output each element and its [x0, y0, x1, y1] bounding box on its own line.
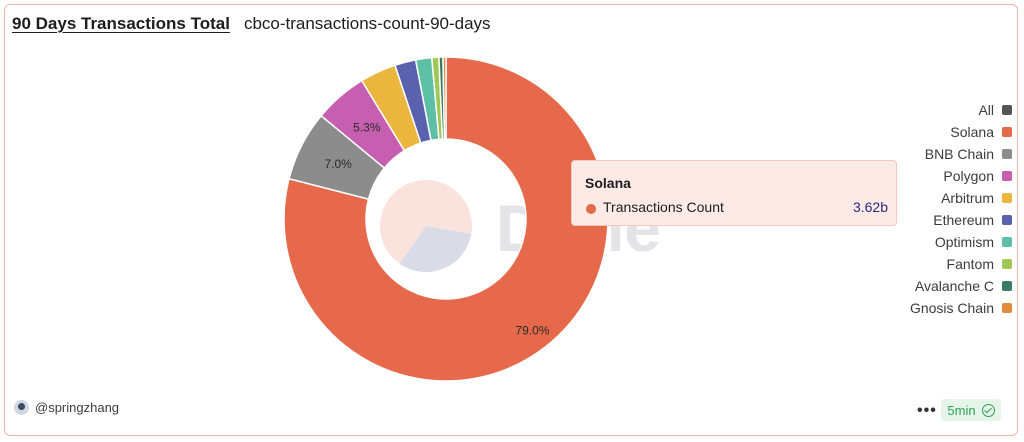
legend-swatch	[1002, 127, 1012, 137]
refresh-badge[interactable]: 5min	[941, 399, 1001, 421]
legend-label: Arbitrum	[941, 190, 994, 206]
legend-item[interactable]: Fantom	[910, 253, 1012, 275]
legend-item[interactable]: Avalanche C	[910, 275, 1012, 297]
author-name: @springzhang	[35, 400, 120, 415]
author-link[interactable]: @springzhang	[14, 400, 119, 415]
tooltip-series-value: 3.62b	[852, 199, 888, 215]
chart-legend: All Solana BNB Chain Polygon Arbitrum Ethereu…	[910, 99, 1012, 319]
check-circle-icon	[981, 403, 995, 417]
legend-item[interactable]: Arbitrum	[910, 187, 1012, 209]
legend-item[interactable]: Optimism	[910, 231, 1012, 253]
legend-swatch	[1002, 259, 1012, 269]
pie-slice-gnosis-chain[interactable]	[442, 56, 447, 140]
chart-header: 90 Days Transactions Total cbco-transact…	[12, 14, 491, 34]
legend-label: BNB Chain	[924, 146, 994, 162]
legend-label: Ethereum	[933, 212, 994, 228]
legend-swatch	[1002, 171, 1012, 181]
legend-swatch	[1002, 281, 1012, 291]
legend-item[interactable]: All	[910, 99, 1012, 121]
slice-label: 5.3%	[353, 120, 381, 134]
legend-swatch	[1002, 193, 1012, 203]
legend-swatch	[1002, 105, 1012, 115]
legend-label: Avalanche C	[914, 278, 994, 294]
legend-item[interactable]: Solana	[910, 121, 1012, 143]
watermark-pie-slice	[380, 180, 472, 264]
legend-swatch	[1002, 215, 1012, 225]
legend-item[interactable]: Polygon	[910, 165, 1012, 187]
query-name: cbco-transactions-count-90-days	[243, 14, 491, 33]
tooltip-series-dot	[586, 204, 596, 214]
legend-label: Optimism	[934, 234, 994, 250]
refresh-interval: 5min	[947, 402, 976, 418]
legend-swatch	[1002, 237, 1012, 247]
legend-label: Gnosis Chain	[909, 300, 994, 316]
watermark-pie-slice	[399, 226, 472, 273]
legend-label: Polygon	[943, 168, 994, 184]
legend-item[interactable]: BNB Chain	[910, 143, 1012, 165]
legend-label: All	[978, 102, 994, 118]
slice-label: 7.0%	[325, 157, 353, 171]
avatar	[14, 400, 29, 415]
legend-label: Solana	[950, 124, 994, 140]
slice-label: 79.0%	[515, 323, 549, 337]
legend-item[interactable]: Ethereum	[910, 209, 1012, 231]
legend-swatch	[1002, 303, 1012, 313]
legend-label: Fantom	[946, 256, 994, 272]
legend-swatch	[1002, 149, 1012, 159]
tooltip-title: Solana	[585, 175, 631, 191]
more-options-icon[interactable]: •••	[917, 402, 937, 419]
hover-tooltip: Solana Transactions Count 3.62b	[571, 160, 897, 226]
tooltip-series-label: Transactions Count	[603, 199, 724, 215]
legend-item[interactable]: Gnosis Chain	[910, 297, 1012, 319]
chart-title[interactable]: 90 Days Transactions Total	[12, 14, 230, 33]
